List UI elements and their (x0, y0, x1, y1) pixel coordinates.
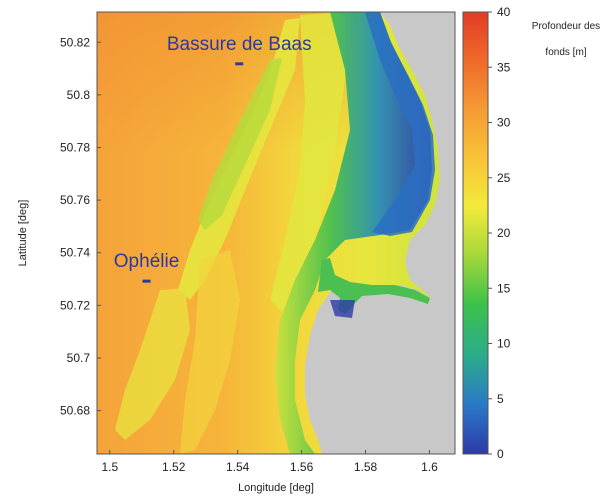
colorbar-tick-label: 15 (497, 281, 511, 295)
x-tick-label: 1.56 (290, 460, 314, 474)
x-tick-label: 1.58 (354, 460, 378, 474)
site-marker[interactable] (235, 62, 244, 66)
colorbar-tick-label: 25 (497, 171, 511, 185)
colorbar-tick-label: 20 (497, 226, 511, 240)
y-tick-label: 50.68 (60, 404, 90, 418)
x-tick-label: 1.6 (421, 460, 438, 474)
colorbar-title-line1: Profondeur des (532, 21, 600, 32)
sandbank-inner-green (198, 58, 282, 230)
central-shelf (270, 12, 345, 320)
y-tick-label: 50.82 (60, 35, 90, 49)
colorbar-tick-label: 35 (497, 60, 511, 74)
colorbar (462, 11, 489, 455)
coastline-land[interactable] (305, 12, 455, 454)
y-tick-label: 50.8 (67, 88, 91, 102)
colorbar-tick-label: 40 (497, 5, 511, 19)
y-tick-label: 50.7 (67, 351, 91, 365)
colorbar-tick-label: 30 (497, 116, 511, 130)
river-inlet (330, 300, 355, 318)
y-axis-label: Latitude [deg] (17, 200, 29, 267)
site-label: Ophélie (114, 251, 180, 272)
colorbar-tick-label: 0 (497, 447, 504, 461)
y-tick-label: 50.78 (60, 140, 90, 154)
x-axis-ticks: 1.5 1.52 1.54 1.56 1.58 1.6 (101, 450, 438, 474)
sandbank-south (180, 250, 240, 454)
x-tick-label: 1.54 (226, 460, 250, 474)
y-axis-ticks: 50.68 50.7 50.72 50.74 50.76 50.78 50.8 50.82 (60, 35, 101, 418)
y-tick-label: 50.74 (60, 246, 90, 260)
site-markers: Bassure de Baas Ophélie (114, 34, 312, 283)
x-axis-label: Longitude [deg] (238, 482, 314, 494)
x-tick-label: 1.52 (162, 460, 186, 474)
bathymetry-plot (97, 12, 455, 454)
colorbar-tick-label: 5 (497, 392, 504, 406)
x-tick-label: 1.5 (101, 460, 118, 474)
y-tick-label: 50.72 (60, 298, 90, 312)
plot-frame (96, 11, 456, 455)
colorbar-tick-label: 10 (497, 337, 511, 351)
site-marker[interactable] (142, 279, 151, 283)
y-tick-label: 50.76 (60, 193, 90, 207)
site-label: Bassure de Baas (167, 34, 312, 55)
shallow-band (365, 12, 435, 236)
colorbar-ticks: 0 5 10 15 20 25 30 35 40 (488, 5, 511, 461)
sandbank-ophelie (115, 288, 190, 440)
nearshore-zone (275, 12, 432, 454)
colorbar-title-line2: fonds [m] (545, 47, 586, 58)
